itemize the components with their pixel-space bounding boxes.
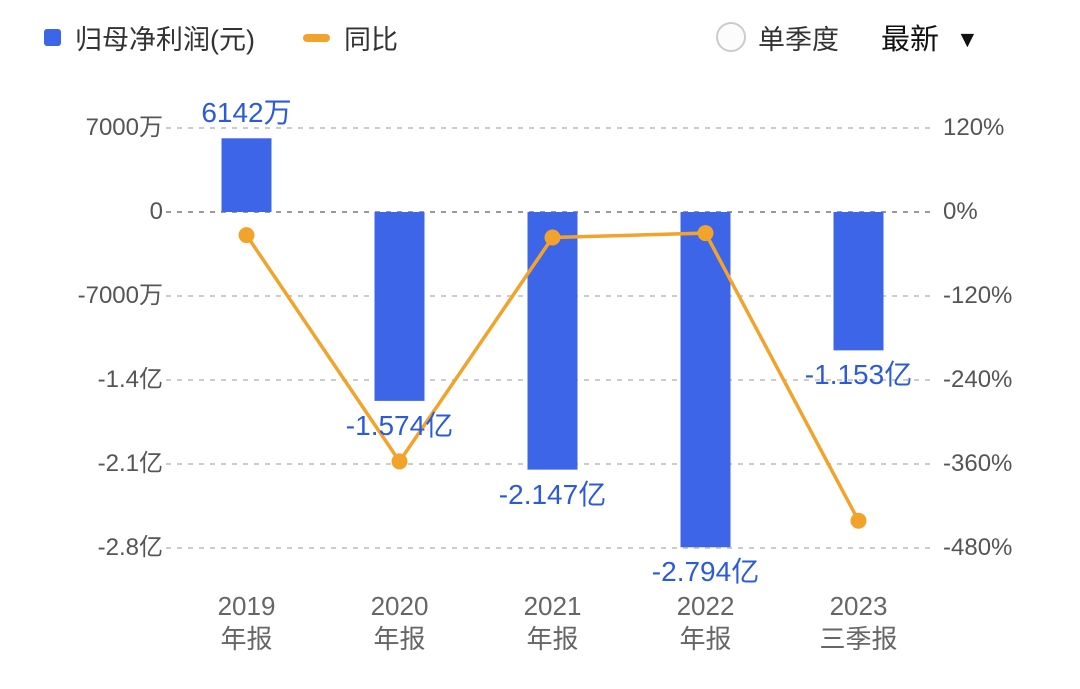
bar-2020[interactable] [374, 212, 425, 401]
period-dropdown[interactable]: 最新 ▼ [881, 16, 979, 58]
caret-down-icon[interactable]: ▼ [956, 25, 979, 52]
line-series-label: 同比 [343, 25, 398, 55]
single-quarter-label[interactable]: 单季度 [758, 24, 839, 55]
bar-2021[interactable] [527, 212, 578, 470]
chart-controls: 单季度 最新 ▼ [716, 16, 979, 58]
single-quarter-radio[interactable] [716, 22, 746, 52]
yoy-point-2021[interactable] [544, 229, 561, 246]
bar-series-label: 归母净利润(元) [75, 25, 255, 55]
legend: 归母净利润(元) 同比 [44, 18, 398, 57]
bar-2019[interactable] [221, 138, 272, 212]
line-series-swatch-icon [302, 33, 330, 42]
bar-2023[interactable] [833, 212, 884, 351]
yoy-point-2023[interactable] [850, 512, 867, 529]
yoy-point-2019[interactable] [238, 227, 255, 244]
yoy-point-2020[interactable] [391, 453, 408, 470]
period-dropdown-value[interactable]: 最新 [881, 24, 940, 56]
bar-series-swatch-icon [44, 29, 61, 46]
yoy-point-2022[interactable] [697, 225, 714, 242]
